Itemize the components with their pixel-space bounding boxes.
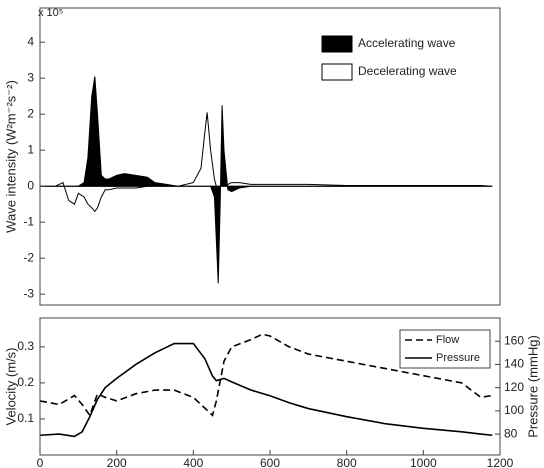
y-tick-label: 0 [27,178,34,192]
x-tick-label: 200 [107,456,127,468]
y-tick-label: -3 [23,286,34,300]
legend-swatch [321,63,353,81]
x-tick-label: 400 [183,456,203,468]
y2-tick-label: 160 [504,333,524,347]
y2-tick-label: 140 [504,357,524,371]
y-tick-label: -1 [23,214,34,228]
x-tick-label: 1200 [487,456,514,468]
y-tick-label: 1 [27,142,34,156]
x-tick-label: 0 [37,456,44,468]
legend-swatch [321,35,353,53]
y2-tick-label: 120 [504,380,524,394]
legend-label: Flow [436,334,459,346]
wave-area [40,112,493,213]
x-tick-label: 800 [337,456,357,468]
y-tick-label: 3 [27,70,34,84]
y-tick-label: 2 [27,106,34,120]
y-axis-label: Velocity (m/s) [3,347,18,425]
y2-tick-label: 80 [504,426,518,440]
x-tick-label: 1000 [410,456,437,468]
plot-area [40,76,493,284]
x-tick-label: 600 [260,456,280,468]
legend-label: Accelerating wave [358,36,456,50]
wave-area [40,76,493,284]
plot-frame [39,7,501,306]
legend-box [399,329,491,369]
y-tick-label: -2 [23,250,34,264]
legend-label: Pressure [436,352,480,364]
y-axis-label: Wave intensity (W²m⁻²s⁻²) [3,80,18,233]
legend-label: Decelerating wave [358,64,457,78]
y2-tick-label: 100 [504,403,524,417]
y-tick-label: 4 [27,34,34,48]
axis-multiplier: x 10⁵ [38,7,63,19]
y2-axis-label: Pressure (mmHg) [525,335,540,438]
series-line [40,342,493,438]
plot-frame [39,317,501,456]
y-tick-label: 0.2 [17,375,34,389]
plot-area [40,333,493,438]
y-tick-label: 0.1 [17,411,34,425]
y-tick-label: 0.3 [17,339,34,353]
